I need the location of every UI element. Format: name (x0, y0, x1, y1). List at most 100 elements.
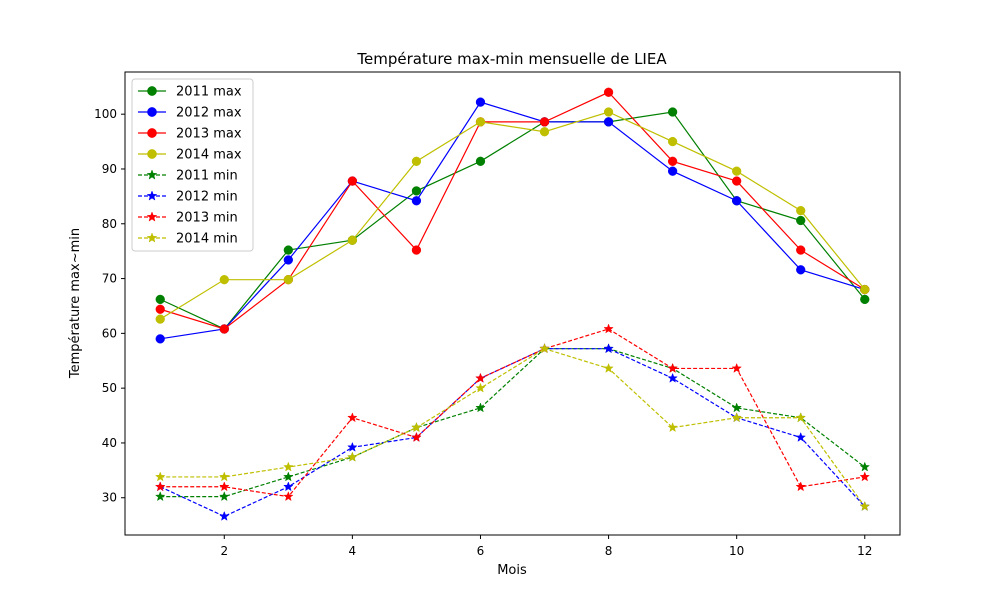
data-point (796, 265, 806, 275)
data-point (347, 451, 358, 462)
data-point (411, 156, 422, 166)
data-point (859, 500, 871, 511)
x-tick-label: 6 (477, 544, 485, 558)
data-point (283, 461, 294, 472)
legend-box (131, 78, 254, 252)
data-point (539, 343, 550, 354)
data-point (154, 491, 166, 502)
legend-item: 2011 min (138, 169, 238, 184)
legend-marker (147, 86, 157, 96)
legend-item: 2011 max (138, 85, 242, 100)
data-point (155, 334, 165, 344)
data-point (155, 314, 165, 324)
data-point (860, 294, 870, 305)
data-point (796, 245, 806, 255)
series-line (160, 348, 866, 507)
data-point (155, 294, 165, 305)
data-point (475, 117, 486, 127)
data-point (667, 136, 678, 147)
legend-label: 2014 min (176, 232, 238, 247)
series-line (160, 101, 865, 340)
legend-item: 2012 max (138, 106, 242, 121)
data-point (219, 471, 230, 482)
data-point (283, 471, 294, 482)
y-tick-label: 40 (102, 436, 117, 450)
data-point (732, 176, 742, 186)
data-point (859, 461, 871, 472)
data-point (347, 441, 358, 452)
data-point (667, 156, 678, 166)
data-point (283, 255, 293, 265)
x-axis: 2 4 6 8 10 12 (220, 535, 872, 558)
y-axis: 30 40 50 60 70 80 90 100 (94, 107, 125, 505)
data-point (795, 481, 806, 492)
data-point (539, 127, 550, 137)
data-point (732, 166, 742, 176)
data-point (795, 412, 806, 423)
data-point (603, 343, 614, 354)
chart-title: Température max-min mensuelle de LIEA (356, 50, 667, 68)
series-line (159, 348, 866, 518)
x-axis-label: Mois (497, 563, 527, 578)
legend-label: 2011 max (176, 85, 242, 100)
legend-label: 2013 min (176, 211, 238, 226)
y-tick-label: 30 (102, 491, 117, 505)
data-point (219, 481, 230, 492)
data-point (667, 107, 678, 117)
data-point (603, 107, 614, 117)
legend-item: 2013 max (138, 127, 242, 142)
data-point (731, 412, 742, 423)
legend-item: 2014 max (138, 148, 242, 163)
data-point (539, 117, 550, 127)
y-tick-label: 90 (102, 162, 117, 176)
legend-label: 2013 max (176, 127, 242, 142)
data-point (475, 372, 486, 383)
data-point (411, 186, 422, 196)
series-line (160, 348, 866, 498)
data-point (219, 275, 229, 285)
data-point (475, 97, 486, 107)
legend-label: 2012 max (176, 106, 242, 121)
legend-item: 2013 min (138, 211, 238, 226)
y-tick-label: 50 (102, 381, 117, 395)
y-axis-label: Température max~min (68, 228, 83, 379)
data-point (796, 215, 806, 226)
legend-item: 2012 min (138, 190, 238, 205)
plot-area (154, 87, 871, 521)
y-tick-label: 60 (102, 326, 117, 340)
data-point (731, 402, 742, 413)
series-line (160, 91, 866, 330)
legend-marker (147, 149, 157, 159)
x-tick-label: 8 (605, 544, 613, 558)
data-point (283, 481, 294, 492)
y-tick-label: 70 (102, 272, 117, 286)
data-point (283, 245, 293, 255)
data-point (731, 362, 742, 373)
plot-frame (124, 71, 901, 536)
x-tick-label: 12 (857, 544, 872, 558)
x-tick-label: 4 (349, 544, 357, 558)
legend-marker (146, 232, 158, 243)
data-point (154, 481, 166, 492)
data-point (732, 196, 742, 206)
legend-marker (146, 190, 158, 201)
data-point (860, 284, 870, 295)
data-point (154, 471, 166, 482)
data-point (603, 323, 614, 334)
data-point (475, 156, 486, 166)
data-point (796, 205, 806, 216)
data-point (155, 304, 165, 314)
data-point (667, 362, 678, 373)
x-tick-label: 10 (729, 544, 744, 558)
data-point (475, 382, 486, 393)
data-point (667, 372, 678, 383)
data-point (411, 422, 422, 433)
data-point (603, 87, 614, 97)
series-line (159, 111, 866, 330)
data-point (475, 402, 486, 413)
legend-marker (147, 107, 157, 117)
data-point (347, 176, 358, 186)
data-point (667, 422, 678, 433)
data-point (219, 491, 230, 502)
